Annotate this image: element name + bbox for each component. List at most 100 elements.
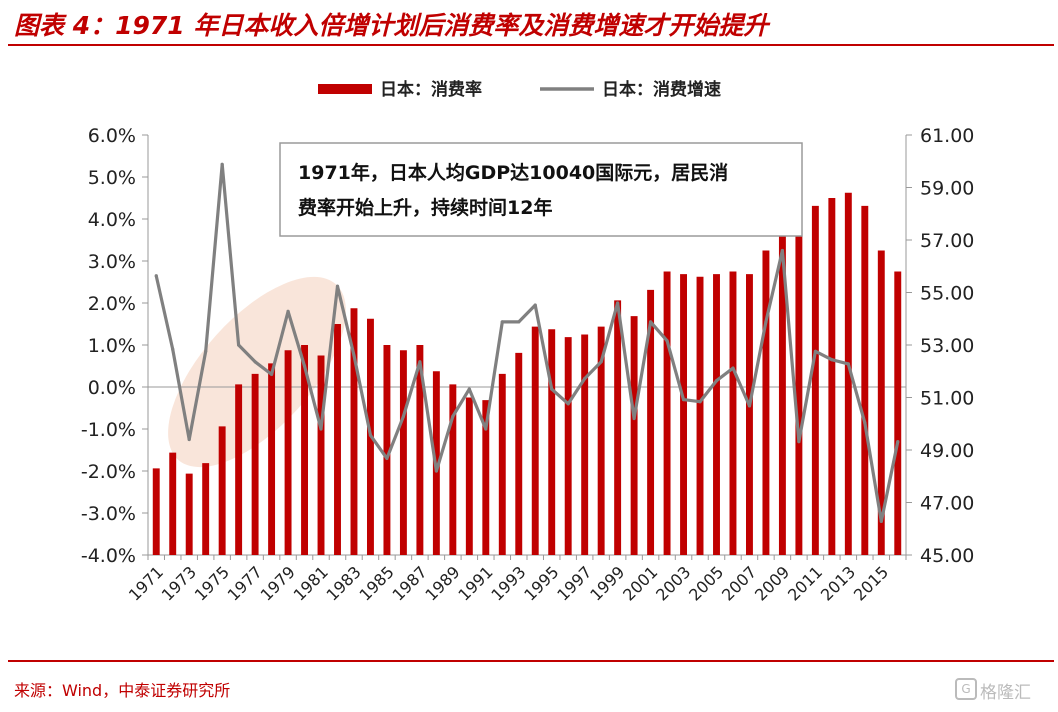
bar [284,350,292,555]
bar [828,198,836,555]
bar [762,250,770,555]
highlight-ellipse [168,276,346,468]
line-point [681,398,686,402]
x-tick-label: 2005 [685,562,727,604]
annotation-box: 1971年，日本人均GDP达10040国际元，居民消 费率开始上升，持续时间12… [279,142,803,237]
line-point [698,400,702,404]
bar [696,276,704,555]
line-point [171,347,175,351]
bar [383,345,391,555]
x-tick-label: 1977 [224,562,266,604]
line-point [599,360,603,364]
bar [811,205,819,555]
left-tick-label: 2.0% [88,293,136,315]
bar [630,316,638,555]
bar [713,274,720,555]
left-tick-label: 1.0% [88,335,136,357]
x-tick-label: 1989 [421,562,463,604]
line-point [368,433,373,437]
x-tick-label: 2007 [718,562,760,604]
left-tick-label: -2.0% [81,461,136,483]
line-point [517,320,521,324]
x-tick-label: 2009 [751,562,793,604]
line-point [418,360,422,364]
bar [218,426,226,555]
watermark-text: 格隆汇 [980,683,1031,703]
x-tick-label: 1983 [323,562,365,604]
title-divider [8,44,1054,46]
x-tick-label: 1995 [520,562,562,604]
left-tick-label: -4.0% [81,545,136,567]
line-point [220,162,224,166]
bar [251,373,259,555]
watermark-icon: G [955,678,977,700]
bar [531,326,539,555]
right-tick-label: 51.00 [920,388,974,410]
line-point [632,416,636,421]
left-tick-label: 5.0% [88,167,136,189]
bar [795,219,803,555]
chart: 日本：消费率 日本：消费增速 -4.0% -3.0% -2.0% -1.0% 0.0% 1… [81,79,975,605]
x-tick-label: 1987 [388,562,430,604]
annotation-line-1: 1971年，日本人均GDP达10040国际元，居民消 [298,161,728,184]
line-point [747,404,752,408]
line-point [352,353,356,358]
line-point [467,387,471,391]
bar [482,400,490,555]
bar [877,250,885,555]
bar [745,274,753,555]
bar [515,352,523,555]
bar [465,397,473,555]
right-tick-label: 47.00 [920,493,974,515]
legend-label-line: 日本：消费增速 [602,79,721,100]
right-tick-label: 59.00 [920,178,974,200]
left-tick-label: 6.0% [88,125,136,147]
bar [680,274,688,555]
line-point [813,349,817,353]
x-tick-label: 2015 [850,562,892,604]
bar [597,326,605,555]
line-point [484,427,488,431]
bar [498,373,506,555]
x-tick-label: 1999 [586,562,628,604]
bar [152,468,160,555]
bar [169,452,177,555]
x-tick-label: 2001 [619,562,661,604]
line-point [434,469,438,473]
x-tick-label: 2011 [784,562,826,604]
line-point [269,372,274,376]
bar [844,192,852,555]
right-tick-label: 57.00 [920,230,974,252]
bar [235,384,243,555]
line-point [500,320,504,324]
line-point [533,303,537,307]
x-tick-label: 1993 [487,562,529,604]
right-tick-label: 61.00 [920,125,974,147]
line-point [550,387,554,391]
x-tick-label: 2003 [652,562,694,604]
bar [449,384,457,555]
legend-swatch-bar [318,84,372,94]
line-path [154,162,900,524]
x-tick-label: 1971 [125,562,167,604]
left-tick-label: 0.0% [88,377,136,399]
line-point [583,377,587,381]
bar [647,289,655,555]
line-point [319,427,323,431]
bar [268,363,276,555]
line-point [879,519,883,524]
line-point [797,440,801,444]
line-point [648,320,653,324]
left-tick-label: 4.0% [88,209,136,231]
bar [614,300,622,555]
source-note: 来源：Wind，中泰证券研究所 [14,681,231,700]
bar [334,324,341,555]
x-tick-label: 1997 [553,562,595,604]
bar [778,200,786,555]
bar [548,329,556,555]
line-point [616,301,620,305]
x-tick-label: 2013 [817,562,859,604]
line-point [401,414,406,418]
x-tick-label: 1973 [158,562,200,604]
line-point [154,274,158,278]
